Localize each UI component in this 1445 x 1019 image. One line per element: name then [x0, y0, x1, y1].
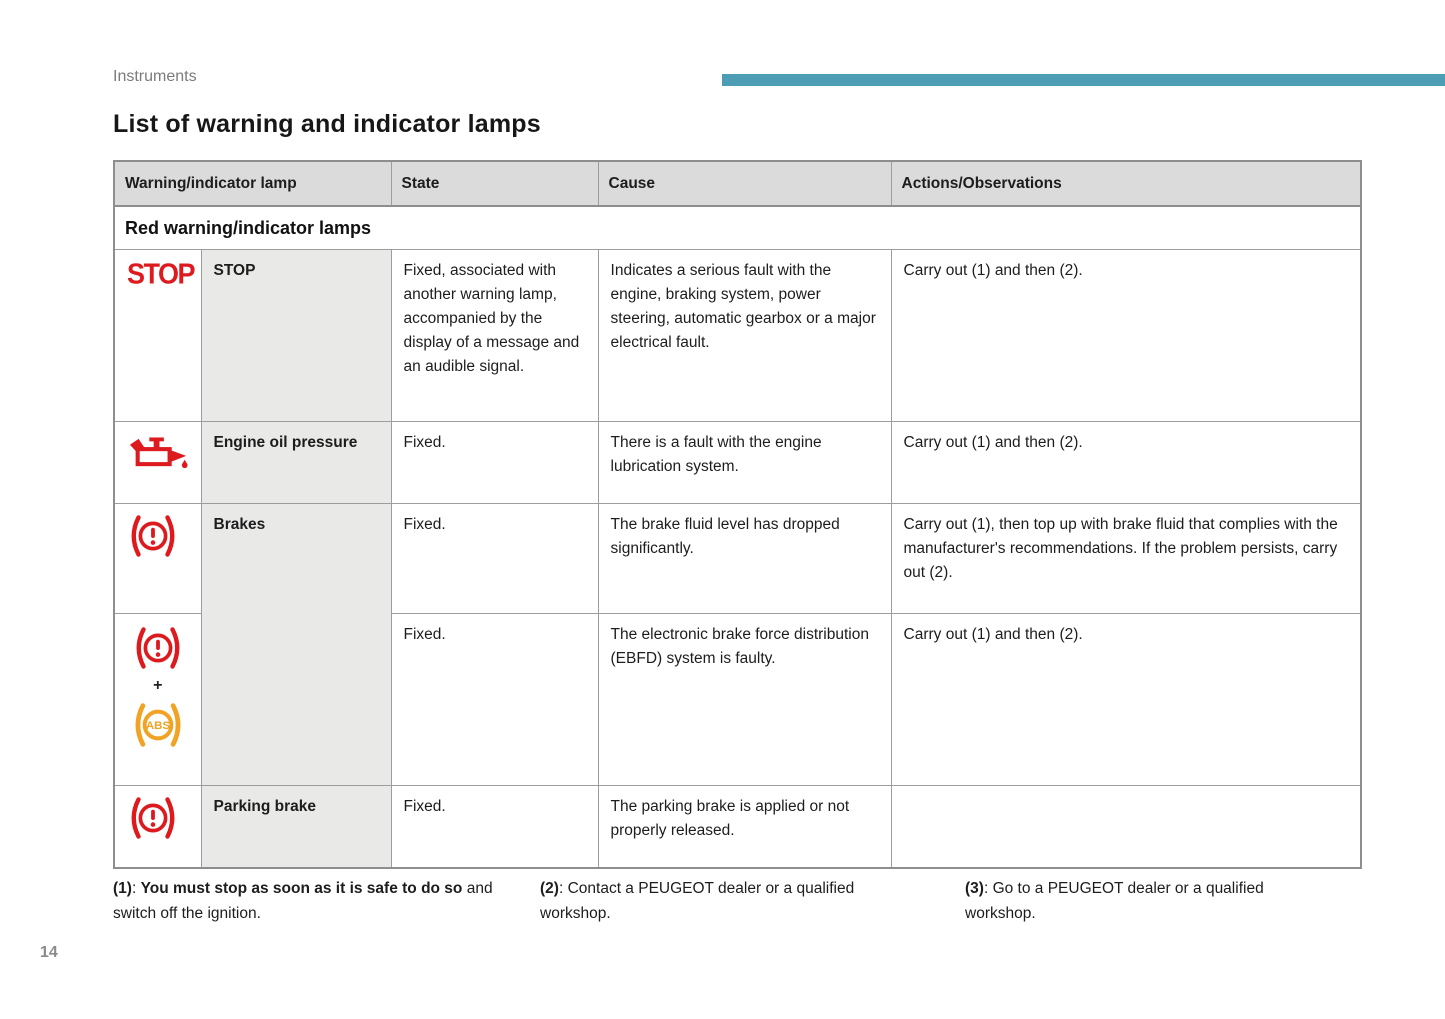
- lamp-cause: There is a fault with the engine lubrica…: [597, 420, 892, 504]
- column-header-state: State: [390, 160, 599, 207]
- stop-lamp-icon: STOP: [127, 257, 196, 290]
- table-row: Parking brake Fixed. The parking brake i…: [113, 784, 1362, 869]
- page-title: List of warning and indicator lamps: [113, 110, 541, 138]
- brake-plus-abs-lamp: + ABS: [127, 623, 189, 749]
- svg-text:ABS: ABS: [146, 720, 171, 732]
- table-header-row: Warning/indicator lamp State Cause Actio…: [113, 160, 1362, 207]
- warning-lamps-table: Warning/indicator lamp State Cause Actio…: [113, 160, 1363, 869]
- plus-sign: +: [153, 676, 163, 694]
- abs-warning-icon: ABS: [135, 702, 181, 747]
- lamp-cause: Indicates a serious fault with the engin…: [597, 248, 892, 422]
- chapter-color-bar: [722, 74, 1445, 86]
- footnote-3-text: Go to a PEUGEOT dealer or a qualified wo…: [965, 880, 1264, 922]
- lamp-actions: Carry out (1) and then (2).: [890, 420, 1362, 504]
- lamp-cause: The parking brake is applied or not prop…: [597, 784, 892, 869]
- lamp-name: STOP: [200, 248, 392, 422]
- lamp-name: Brakes: [200, 502, 392, 786]
- footnote-2-text: Contact a PEUGEOT dealer or a qualified …: [540, 880, 855, 922]
- table-row: Brakes Fixed. The brake fluid level has …: [113, 502, 1362, 786]
- page-number: 14: [40, 944, 58, 961]
- table-row: STOP STOP Fixed, associated with another…: [113, 248, 1362, 422]
- section-row: Red warning/indicator lamps: [113, 205, 1362, 250]
- column-header-lamp: Warning/indicator lamp: [113, 160, 392, 207]
- lamp-icon-cell: [113, 420, 202, 504]
- lamp-cause: The brake fluid level has dropped signif…: [597, 502, 892, 614]
- table-row: + ABS Fixed. The electronic brake force …: [113, 612, 1362, 786]
- lamp-icon-cell: STOP: [113, 248, 202, 422]
- footnote-1-emphasis: You must stop as soon as it is safe to d…: [140, 880, 463, 897]
- lamp-name: Parking brake: [200, 784, 392, 869]
- lamp-icon-cell: [113, 502, 202, 614]
- brake-warning-icon: [131, 514, 175, 557]
- footnote-3-label: (3): [965, 880, 984, 897]
- footnote-1-text: and switch off the ignition.: [113, 880, 493, 922]
- lamp-icon-cell: + ABS: [113, 612, 202, 786]
- lamp-name: Engine oil pressure: [200, 420, 392, 504]
- column-header-actions: Actions/Observations: [890, 160, 1362, 207]
- brake-warning-icon: [136, 626, 180, 669]
- lamp-state: Fixed, associated with another warning l…: [390, 248, 599, 422]
- footnotes: (1): You must stop as soon as it is safe…: [113, 876, 1373, 926]
- lamp-actions: Carry out (1), then top up with brake fl…: [890, 502, 1362, 614]
- lamp-actions: [890, 784, 1362, 869]
- footnote-2: (2): Contact a PEUGEOT dealer or a quali…: [540, 880, 855, 922]
- footnote-1: (1): You must stop as soon as it is safe…: [113, 880, 493, 922]
- section-title: Red warning/indicator lamps: [113, 205, 1362, 250]
- column-header-cause: Cause: [597, 160, 892, 207]
- engine-oil-pressure-icon: [129, 436, 188, 468]
- lamp-state: Fixed.: [390, 784, 599, 869]
- parking-brake-icon: [131, 796, 175, 839]
- lamp-actions: Carry out (1) and then (2).: [890, 248, 1362, 422]
- lamp-state: Fixed.: [390, 502, 599, 614]
- lamp-icon-cell: [113, 784, 202, 869]
- footnote-3: (3): Go to a PEUGEOT dealer or a qualifi…: [965, 880, 1264, 922]
- running-header-label: Instruments: [113, 68, 197, 85]
- footnote-2-label: (2): [540, 880, 559, 897]
- lamp-state: Fixed.: [390, 420, 599, 504]
- table-row: Engine oil pressure Fixed. There is a fa…: [113, 420, 1362, 504]
- lamp-state: Fixed.: [390, 612, 599, 786]
- lamp-cause: The electronic brake force distribution …: [597, 612, 892, 786]
- footnote-1-label: (1): [113, 880, 132, 897]
- lamp-actions: Carry out (1) and then (2).: [890, 612, 1362, 786]
